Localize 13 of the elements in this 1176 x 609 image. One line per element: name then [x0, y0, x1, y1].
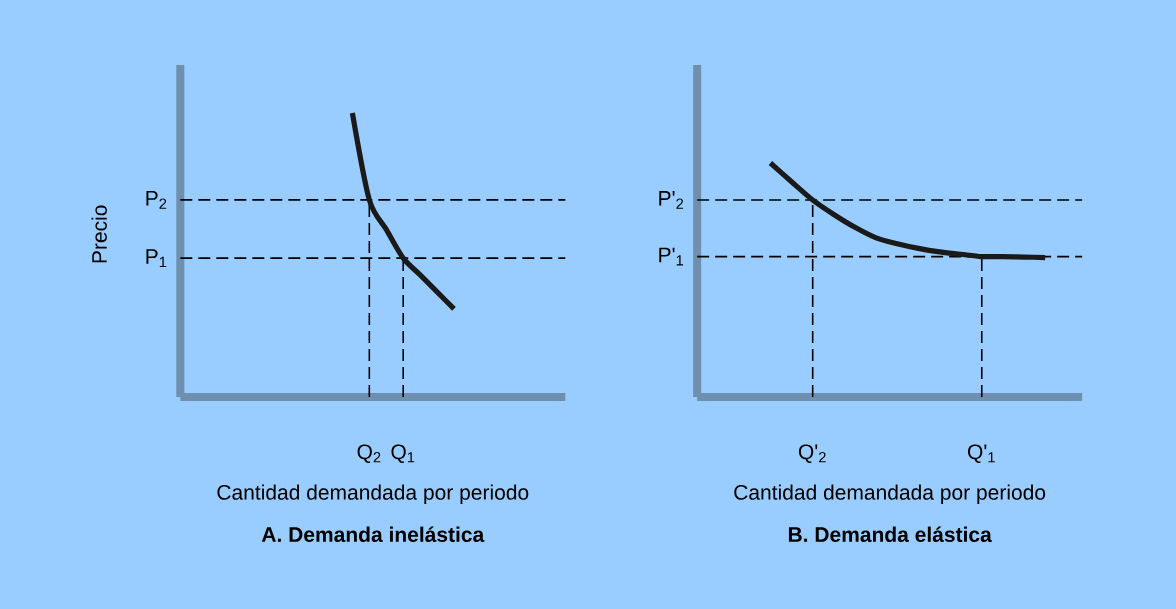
x-axis-title: Cantidad demandada por periodo [734, 484, 1046, 504]
x-tick-label: Q'$_{2}$ [798, 444, 826, 463]
x-axis-title: Cantidad demandada por periodo [217, 484, 529, 504]
y-axis-title: Precio [91, 205, 107, 263]
x-tick-label: Q$_{2}$ [357, 444, 381, 463]
x-tick-label: Q$_{1}$ [391, 444, 415, 463]
ref-line-label: P'$_{1}$ [659, 247, 684, 266]
ref-line-label: P$_{1}$ [146, 249, 167, 267]
ref-line-label: P'$_{2}$ [659, 191, 684, 209]
ref-line-label: P$_{2}$ [146, 191, 167, 209]
text: B. Demanda elástica [788, 526, 992, 543]
x-tick-label: Q'$_{1}$ [968, 444, 995, 463]
text: A. Demanda inelástica [261, 526, 485, 543]
